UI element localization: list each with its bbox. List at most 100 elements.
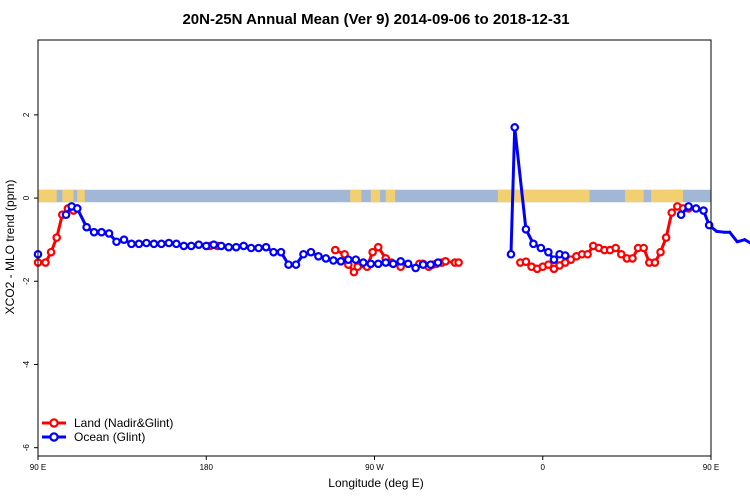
land-segment [625,189,644,203]
data-point [329,256,338,265]
x-axis: 90 E 180 90 W 0 90 E [30,456,719,472]
data-point [667,208,677,217]
data-point [639,243,649,253]
land-segment [385,189,396,203]
y-tick-label: -6 [22,444,31,452]
data-point [358,258,368,267]
data-point [650,258,660,267]
data-point [611,243,620,253]
data-point [246,243,256,253]
data-point [299,249,308,259]
data-point [381,258,391,267]
data-point [441,257,450,266]
legend-marker [49,418,59,428]
data-point [330,245,340,255]
data-point [684,202,693,211]
data-point [119,235,129,244]
y-tick-label: 2 [22,112,31,117]
data-point [179,241,189,251]
data-point [142,238,151,248]
x-axis-label: Longitude (deg E) [328,476,423,490]
data-point [291,260,301,269]
data-point [321,254,331,263]
legend-item: Ocean (Glint) [42,430,145,444]
y-axis: 2 0 -2 -4 -6 [22,112,38,451]
y-tick-label: 0 [22,195,31,200]
land-segment [62,189,74,203]
data-point [254,243,263,253]
data-point [82,222,91,232]
data-point [529,239,538,249]
data-point [306,247,316,257]
data-point [544,260,553,269]
data-point [239,241,248,251]
data-point [231,242,241,252]
data-point [89,227,99,237]
series-ocean [33,123,750,273]
series-line-segment [728,230,739,244]
data-point [336,257,346,266]
data-point [699,206,708,215]
data-point [510,123,520,132]
data-point [388,259,398,269]
data-point [46,247,56,257]
data-point [41,258,50,267]
data-point [454,258,463,267]
data-point [628,254,637,263]
x-tick-label: 90 E [703,463,719,472]
data-point [314,252,323,261]
data-point [194,240,204,249]
land-segment [651,189,683,203]
y-tick-label: -2 [22,277,31,285]
data-point [433,258,443,267]
data-point [284,260,293,269]
chart-title: 20N-25N Annual Mean (Ver 9) 2014-09-06 t… [182,11,569,28]
legend-label: Ocean (Glint) [74,430,145,444]
data-point [521,224,531,234]
data-point [549,255,559,264]
data-point [676,210,686,220]
land-segment [38,189,57,203]
series-layer [33,123,750,277]
data-point [164,238,174,248]
data-point [536,243,546,253]
data-point [186,241,196,251]
data-point [544,247,553,257]
data-point [560,251,570,260]
data-point [340,249,349,259]
data-point [411,263,420,273]
data-point [373,259,383,269]
data-point [276,247,286,257]
data-point [52,233,61,242]
data-point [127,239,136,249]
x-tick-label: 0 [541,463,546,472]
land-segment [370,189,381,203]
data-point [351,255,361,264]
legend-item: Land (Nadir&Glint) [42,416,173,430]
data-point [366,259,376,269]
data-point [72,204,82,213]
legend: Land (Nadir&Glint)Ocean (Glint) [42,416,173,444]
data-point [691,204,701,213]
data-point [521,257,531,267]
data-point [368,247,377,257]
data-point [506,249,516,259]
data-point [403,259,413,269]
data-point [134,239,144,249]
data-point [426,260,435,269]
data-point [261,242,271,252]
landmask-band [38,189,711,203]
data-point [349,267,359,277]
data-point [224,242,233,252]
series-line-segment [743,238,750,245]
data-point [216,241,226,251]
data-point [112,237,121,247]
legend-label: Land (Nadir&Glint) [74,416,173,430]
y-axis-label: XCO2 - MLO trend (ppm) [3,180,17,315]
data-point [201,241,211,251]
data-point [583,249,592,259]
series-line-segment [513,125,528,231]
data-point [97,227,106,237]
data-point [656,247,665,257]
